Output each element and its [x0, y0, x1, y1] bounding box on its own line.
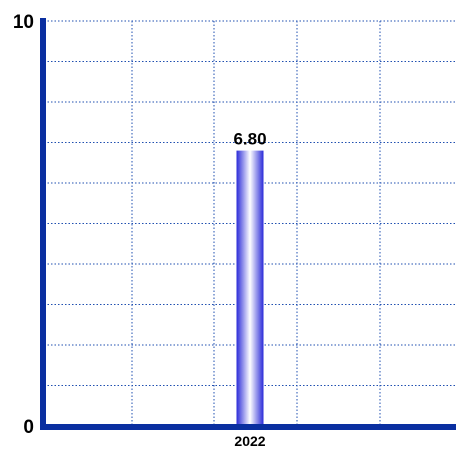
data-label: 6.80 [233, 130, 266, 149]
axes [40, 18, 456, 430]
bar [236, 150, 264, 426]
y-tick-label: 0 [23, 417, 34, 438]
y-tick-label: 10 [13, 12, 34, 33]
bars [236, 150, 264, 426]
x-axis [40, 424, 456, 430]
grid [44, 20, 456, 426]
y-axis [40, 18, 46, 430]
x-tick-label: 2022 [234, 433, 265, 449]
labels: 6.80 2022 0 10 [13, 12, 267, 449]
